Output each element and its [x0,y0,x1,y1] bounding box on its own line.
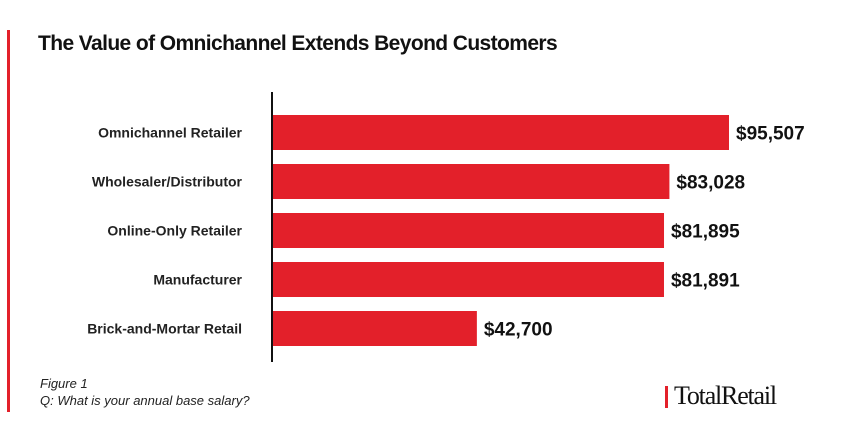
bar [273,262,664,297]
data-label: $83,028 [676,173,745,194]
category-label: Omnichannel Retailer [98,125,242,141]
category-label: Manufacturer [153,272,242,288]
bar [273,213,665,248]
accent-stripe [7,30,10,412]
question-text: Q: What is your annual base salary? [40,393,250,408]
data-label: $95,507 [736,124,805,145]
total-retail-logo: TotalRetail [674,381,777,410]
chart-title: The Value of Omnichannel Extends Beyond … [38,32,558,55]
figure-label: Figure 1 [40,376,88,391]
bar [273,115,729,150]
data-label: $81,895 [671,222,740,243]
bar [273,311,477,346]
logo-accent [665,386,668,408]
bar [273,164,670,199]
category-label: Online-Only Retailer [107,223,242,239]
data-label: $81,891 [671,271,740,292]
category-label: Brick-and-Mortar Retail [87,321,242,337]
category-label: Wholesaler/Distributor [92,174,243,190]
data-label: $42,700 [484,320,553,341]
